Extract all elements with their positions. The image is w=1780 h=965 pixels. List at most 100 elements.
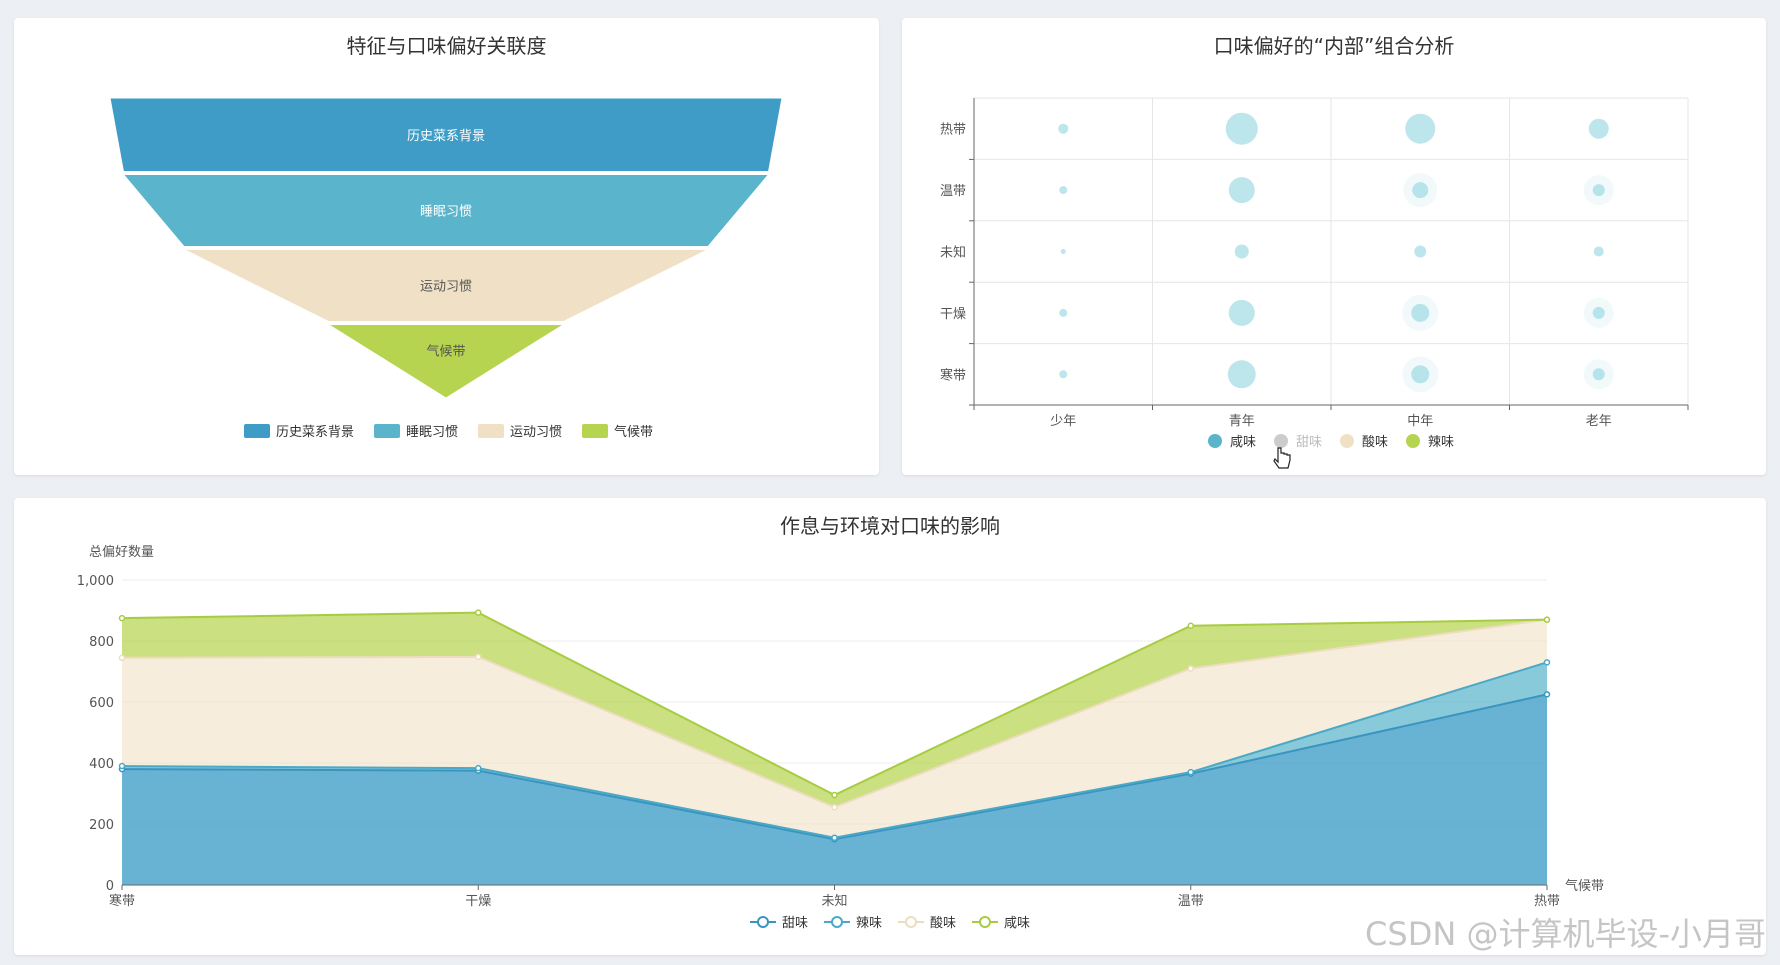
bubble-point[interactable] xyxy=(1412,182,1429,199)
area-data-point[interactable] xyxy=(475,764,482,772)
x-axis-title: 气候带 xyxy=(1565,878,1604,894)
bubble-point[interactable] xyxy=(1234,244,1249,259)
bubble-point[interactable] xyxy=(1060,249,1066,254)
bubble-point[interactable] xyxy=(1059,370,1068,379)
legend-label[interactable]: 运动习惯 xyxy=(510,424,562,440)
funnel-segment-label: 气候带 xyxy=(426,343,465,359)
legend-label[interactable]: 睡眠习惯 xyxy=(406,424,458,440)
bubble-point[interactable] xyxy=(1592,368,1605,381)
funnel-segment-0[interactable] xyxy=(109,97,783,172)
x-tick-label: 热带 xyxy=(1534,894,1560,909)
bubble-point[interactable] xyxy=(1411,303,1430,322)
x-tick-label: 温带 xyxy=(1178,894,1204,909)
y-tick-label: 温带 xyxy=(940,184,966,199)
area-series-fill xyxy=(122,694,1547,885)
x-tick-label: 寒带 xyxy=(109,893,135,909)
legend-marker[interactable] xyxy=(1208,434,1222,448)
x-tick-label: 少年 xyxy=(1050,414,1076,429)
bubble-point[interactable] xyxy=(1228,177,1255,204)
area-data-point[interactable] xyxy=(475,609,482,616)
bubble-point[interactable] xyxy=(1588,118,1609,139)
funnel-segment-label: 运动习惯 xyxy=(420,279,472,295)
legend-label[interactable]: 辣味 xyxy=(856,916,882,931)
funnel-chart-panel: 特征与口味偏好关联度 历史菜系背景 睡眠习惯 运动习惯 气候带 历史菜系背景 睡眠习惯 运动… xyxy=(14,18,879,475)
legend-marker[interactable] xyxy=(905,916,917,928)
bubble-point[interactable] xyxy=(1593,246,1604,257)
x-tick-label: 中年 xyxy=(1407,414,1433,429)
area-data-point[interactable] xyxy=(1543,659,1551,666)
legend-label[interactable]: 咸味 xyxy=(1230,435,1256,450)
area-data-point[interactable] xyxy=(831,791,838,799)
area-data-point[interactable] xyxy=(118,762,126,770)
funnel-chart-title: 特征与口味偏好关联度 xyxy=(346,34,547,58)
cursor-hand-icon xyxy=(1273,447,1291,469)
legend-swatch[interactable] xyxy=(374,424,400,438)
bubble-point[interactable] xyxy=(1059,186,1068,195)
legend-swatch[interactable] xyxy=(478,424,504,438)
area-data-point[interactable] xyxy=(1187,622,1194,629)
area-chart-title: 作息与环境对口味的影响 xyxy=(780,514,1000,538)
bubble-point[interactable] xyxy=(1592,184,1605,197)
y-tick-label: 400 xyxy=(89,757,114,772)
area-data-point[interactable] xyxy=(1187,768,1194,776)
funnel-segment-label: 睡眠习惯 xyxy=(420,204,472,220)
legend-label[interactable]: 甜味 xyxy=(1296,434,1322,450)
legend-marker[interactable] xyxy=(1406,434,1420,448)
y-tick-label: 热带 xyxy=(940,123,966,138)
legend-marker[interactable] xyxy=(1340,434,1354,448)
area-data-point[interactable] xyxy=(475,653,482,661)
legend-label[interactable]: 气候带 xyxy=(614,424,653,440)
legend-marker[interactable] xyxy=(979,916,991,928)
legend-label[interactable]: 历史菜系背景 xyxy=(276,425,354,440)
cursor-hand-shape xyxy=(1273,447,1291,469)
bubble-point[interactable] xyxy=(1405,113,1436,144)
legend-marker[interactable] xyxy=(831,916,843,928)
legend-label[interactable]: 酸味 xyxy=(1362,435,1388,450)
legend-label[interactable]: 辣味 xyxy=(1428,435,1454,450)
watermark-text: CSDN @计算机毕设-小月哥 xyxy=(1365,915,1766,953)
bubble-point[interactable] xyxy=(1059,308,1068,317)
bubble-point[interactable] xyxy=(1411,365,1430,384)
area-data-point[interactable] xyxy=(1187,665,1194,672)
area-data-point[interactable] xyxy=(1543,691,1551,698)
bubble-point[interactable] xyxy=(1414,245,1427,258)
bubble-point[interactable] xyxy=(1592,306,1605,319)
area-data-point[interactable] xyxy=(831,834,838,841)
legend-label[interactable]: 咸味 xyxy=(1004,916,1030,931)
x-tick-label: 干燥 xyxy=(465,894,491,909)
y-tick-label: 200 xyxy=(89,818,114,833)
y-tick-label: 寒带 xyxy=(940,367,966,383)
legend-swatch[interactable] xyxy=(244,424,270,438)
funnel-segment-label: 历史菜系背景 xyxy=(407,129,485,144)
legend-label[interactable]: 酸味 xyxy=(930,916,956,931)
x-tick-label: 老年 xyxy=(1586,414,1612,429)
x-tick-label: 未知 xyxy=(821,893,847,909)
funnel-segment-2[interactable] xyxy=(183,249,709,322)
legend-marker[interactable] xyxy=(1274,434,1288,448)
bubble-point[interactable] xyxy=(1225,112,1258,145)
funnel-segment-1[interactable] xyxy=(122,174,770,247)
x-tick-label: 青年 xyxy=(1229,414,1255,429)
y-axis-title: 总偏好数量 xyxy=(89,545,154,560)
y-tick-label: 600 xyxy=(89,696,114,711)
area-data-point[interactable] xyxy=(831,803,838,811)
funnel-segment-3[interactable] xyxy=(326,324,566,399)
bubble-point[interactable] xyxy=(1227,360,1256,389)
bubble-point[interactable] xyxy=(1228,299,1255,326)
bubble-point[interactable] xyxy=(1058,123,1069,134)
area-data-point[interactable] xyxy=(118,654,126,662)
area-series-fill xyxy=(122,619,1547,838)
legend-swatch[interactable] xyxy=(582,424,608,438)
y-tick-label: 未知 xyxy=(940,245,966,261)
area-data-point[interactable] xyxy=(118,614,126,622)
y-tick-label: 干燥 xyxy=(940,307,966,322)
area-data-point[interactable] xyxy=(1543,616,1551,623)
bubble-chart-panel: 口味偏好的“内部”组合分析 少年 青年 中年 老年 寒带 干燥 未知 温带 热带咸味 甜味 酸味 辣味 xyxy=(902,18,1766,475)
legend-label[interactable]: 甜味 xyxy=(782,915,808,931)
legend-marker[interactable] xyxy=(757,916,769,928)
y-tick-label: 0 xyxy=(106,879,114,894)
bubble-chart-title: 口味偏好的“内部”组合分析 xyxy=(1213,34,1455,58)
